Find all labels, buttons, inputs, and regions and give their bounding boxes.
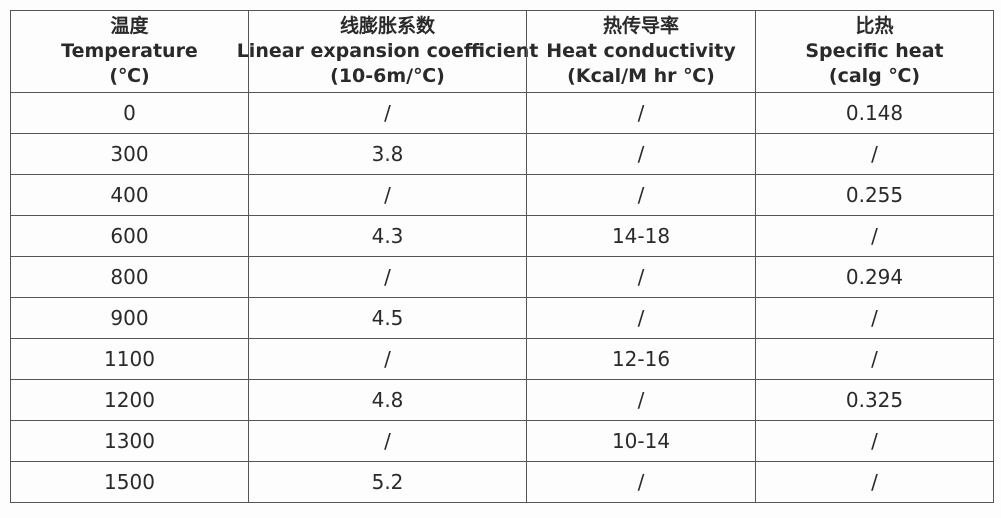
header-cell: 温度 Temperature (℃): [10, 10, 249, 93]
table-cell: /: [248, 420, 527, 462]
header-text: (Kcal/M hr ℃): [567, 65, 715, 87]
table-cell: /: [248, 174, 527, 216]
table-cell: 1100: [10, 338, 249, 380]
table-cell: 600: [10, 215, 249, 257]
table-cell: /: [755, 297, 994, 339]
header-cell: 热传导率 Heat conductivity (Kcal/M hr ℃): [526, 10, 756, 93]
table-cell: /: [248, 338, 527, 380]
table-cell: /: [526, 297, 756, 339]
table-cell: /: [755, 420, 994, 462]
table-cell: 0.325: [755, 379, 994, 421]
table-cell: 800: [10, 256, 249, 298]
table-cell: 4.8: [248, 379, 527, 421]
table-cell: 12-16: [526, 338, 756, 380]
table-cell: 3.8: [248, 133, 527, 175]
table-cell: 1200: [10, 379, 249, 421]
table-cell: 1500: [10, 461, 249, 503]
table-cell: 300: [10, 133, 249, 175]
table-cell: /: [755, 133, 994, 175]
table-cell: /: [526, 461, 756, 503]
table-cell: /: [755, 215, 994, 257]
table-cell: 0.148: [755, 92, 994, 134]
header-cell: 比热 Specific heat (calg ℃): [755, 10, 994, 93]
header-cell: 线膨胀系数 Linear expansion coefficient (10-6m/…: [237, 10, 538, 93]
table-cell: /: [526, 256, 756, 298]
table-cell: 5.2: [248, 461, 527, 503]
header-text: Temperature: [61, 40, 198, 62]
header-text: (℃): [109, 65, 150, 87]
table-cell: /: [248, 92, 527, 134]
table-cell: /: [526, 92, 756, 134]
table-cell: 10-14: [526, 420, 756, 462]
table-cell: 0.255: [755, 174, 994, 216]
table-cell: 4.5: [248, 297, 527, 339]
header-text: Heat conductivity: [546, 40, 736, 62]
table-cell: /: [526, 379, 756, 421]
table-cell: 1300: [10, 420, 249, 462]
header-text: 线膨胀系数: [339, 15, 435, 37]
table-cell: /: [755, 461, 994, 503]
table-cell: 14-18: [526, 215, 756, 257]
table-cell: /: [755, 338, 994, 380]
header-text: 比热: [855, 15, 894, 37]
table-cell: /: [526, 133, 756, 175]
header-text: Linear expansion coefficient: [236, 40, 539, 62]
table-cell: 0.294: [755, 256, 994, 298]
table-cell: /: [248, 256, 527, 298]
table-cell: /: [526, 174, 756, 216]
table-cell: 0: [10, 92, 249, 134]
header-text: (10-6m/℃): [330, 65, 445, 87]
header-text: (calg ℃): [828, 65, 921, 87]
table-cell: 400: [10, 174, 249, 216]
header-text: 热传导率: [602, 15, 679, 37]
table-cell: 4.3: [248, 215, 527, 257]
header-text: Specific heat: [805, 40, 944, 62]
table-cell: 900: [10, 297, 249, 339]
header-text: 温度: [110, 15, 149, 37]
